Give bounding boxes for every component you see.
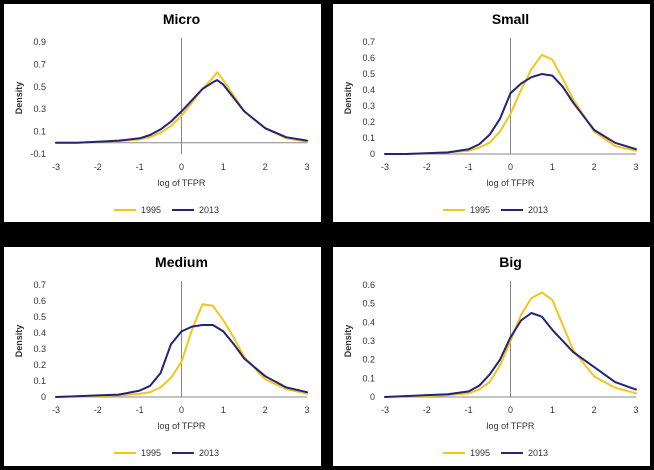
x-tick-label: -1 <box>136 405 144 415</box>
x-tick-label: -3 <box>381 405 389 415</box>
chart-title: Medium <box>155 254 208 270</box>
chart-panel-small: Small 0.7 0.6 0.5 0.4 0.3 0.2 0.1 0 -3 -2 -1 0 1 2 3 log… <box>333 4 650 222</box>
x-tick-label: -3 <box>381 162 389 172</box>
x-tick-label: 0 <box>508 162 513 172</box>
y-tick-label: 0.1 <box>33 127 46 137</box>
legend-label: 1995 <box>141 205 161 215</box>
legend-label: 2013 <box>199 205 219 215</box>
x-tick-label: 3 <box>304 405 309 415</box>
x-axis-label: log of TFPR <box>487 178 535 188</box>
y-axis-label: Density <box>14 325 24 358</box>
y-tick-label: 0.4 <box>362 317 375 327</box>
chart-svg-micro: Micro 0.9 0.7 0.5 0.3 0.1 -0.1 -3 -2 -1 0 1 2 3 log of… <box>14 11 310 215</box>
chart-panel-medium: Medium 0.7 0.6 0.5 0.4 0.3 0.2 0.1 0 -3 -2 -1 0 1 2 3 lo… <box>4 247 321 466</box>
y-tick-label: 0.2 <box>362 355 375 365</box>
y-axis-label: Density <box>343 82 353 115</box>
x-tick-label: 0 <box>179 405 184 415</box>
x-tick-label: 2 <box>263 405 268 415</box>
x-tick-label: 2 <box>263 162 268 172</box>
y-tick-label: 0.2 <box>33 360 46 370</box>
y-tick-label: 0.6 <box>362 53 375 63</box>
series-line-2013 <box>55 324 308 398</box>
x-tick-label: -1 <box>136 162 144 172</box>
chart-panel-big: Big 0.6 0.5 0.4 0.3 0.2 0.1 0 -3 -2 -1 0 1 2 3 log of T… <box>333 247 650 466</box>
y-axis-label: Density <box>343 325 353 358</box>
y-tick-label: 0.5 <box>362 299 375 309</box>
y-tick-label: 0.4 <box>362 85 375 95</box>
y-tick-label: 0.1 <box>33 376 46 386</box>
y-tick-label: 0.4 <box>33 328 46 338</box>
x-tick-label: -2 <box>423 405 431 415</box>
x-tick-label: 3 <box>633 405 638 415</box>
y-tick-label: 0.1 <box>362 133 375 143</box>
y-tick-label: 0.3 <box>362 101 375 111</box>
x-axis-label: log of TFPR <box>158 421 206 431</box>
y-tick-label: 0 <box>370 392 375 402</box>
y-tick-label: 0 <box>41 392 46 402</box>
y-tick-label: 0.3 <box>33 344 46 354</box>
y-tick-label: 0.7 <box>33 59 46 69</box>
x-axis-label: log of TFPR <box>487 421 535 431</box>
y-tick-label: 0.5 <box>362 69 375 79</box>
y-tick-label: 0.1 <box>362 373 375 383</box>
y-tick-label: 0.5 <box>33 312 46 322</box>
chart-svg-medium: Medium 0.7 0.6 0.5 0.4 0.3 0.2 0.1 0 -3 -2 -1 0 1 2 3 lo… <box>14 254 310 458</box>
y-tick-label: 0.2 <box>362 117 375 127</box>
legend-label: 2013 <box>199 448 219 458</box>
legend-label: 1995 <box>470 448 490 458</box>
x-tick-label: -1 <box>465 162 473 172</box>
x-tick-label: -1 <box>465 405 473 415</box>
y-tick-label: 0.6 <box>362 280 375 290</box>
y-tick-label: 0.6 <box>33 296 46 306</box>
legend-label: 1995 <box>470 205 490 215</box>
x-tick-label: 1 <box>221 405 226 415</box>
y-tick-label: 0.7 <box>33 280 46 290</box>
legend-label: 2013 <box>528 205 548 215</box>
series-line-2013 <box>384 73 637 155</box>
legend-label: 1995 <box>141 448 161 458</box>
series-line-2013 <box>384 312 637 398</box>
x-tick-label: 3 <box>304 162 309 172</box>
x-tick-label: -2 <box>94 405 102 415</box>
y-tick-label: 0.3 <box>362 336 375 346</box>
y-tick-label: 0.9 <box>33 37 46 47</box>
chart-panel-micro: Micro 0.9 0.7 0.5 0.3 0.1 -0.1 -3 -2 -1 0 1 2 3 log of… <box>4 4 321 222</box>
x-tick-label: 1 <box>221 162 226 172</box>
chart-svg-small: Small 0.7 0.6 0.5 0.4 0.3 0.2 0.1 0 -3 -2 -1 0 1 2 3 log… <box>343 11 639 215</box>
x-tick-label: 1 <box>550 405 555 415</box>
x-tick-label: 3 <box>633 162 638 172</box>
y-tick-label: 0.5 <box>33 82 46 92</box>
chart-title: Small <box>492 11 529 27</box>
chart-title: Big <box>499 254 522 270</box>
chart-title: Micro <box>163 11 200 27</box>
x-tick-label: 0 <box>508 405 513 415</box>
legend-label: 2013 <box>528 448 548 458</box>
x-tick-label: -2 <box>94 162 102 172</box>
x-tick-label: -3 <box>52 162 60 172</box>
x-tick-label: 1 <box>550 162 555 172</box>
x-tick-label: -2 <box>423 162 431 172</box>
y-tick-label: -0.1 <box>30 149 46 159</box>
series-line-2013 <box>55 79 308 144</box>
y-tick-label: 0.3 <box>33 104 46 114</box>
x-tick-label: 2 <box>592 162 597 172</box>
chart-svg-big: Big 0.6 0.5 0.4 0.3 0.2 0.1 0 -3 -2 -1 0 1 2 3 log of T… <box>343 254 639 458</box>
x-tick-label: 0 <box>179 162 184 172</box>
y-axis-label: Density <box>14 82 24 115</box>
x-tick-label: -3 <box>52 405 60 415</box>
x-axis-label: log of TFPR <box>158 178 206 188</box>
x-tick-label: 2 <box>592 405 597 415</box>
y-tick-label: 0 <box>370 149 375 159</box>
y-tick-label: 0.7 <box>362 37 375 47</box>
